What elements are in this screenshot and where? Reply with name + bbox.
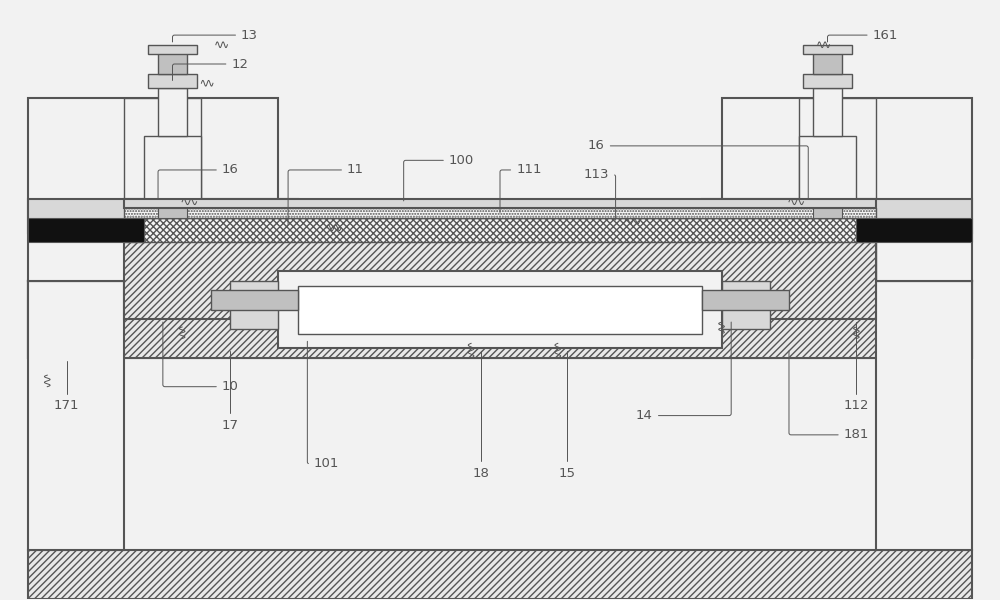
Text: 161: 161 [828, 29, 898, 42]
Bar [799, 98, 876, 281]
Text: 181: 181 [789, 351, 869, 442]
Text: 17: 17 [222, 351, 239, 432]
Bar [158, 203, 187, 218]
Text: 12: 12 [172, 58, 248, 80]
Bar [856, 218, 972, 242]
Bar [803, 74, 852, 88]
Bar [148, 74, 197, 88]
Text: 100: 100 [404, 154, 474, 201]
Bar [28, 281, 972, 358]
Bar [158, 88, 187, 136]
Bar [28, 218, 144, 242]
Bar [722, 281, 770, 329]
Bar [28, 98, 278, 281]
Bar [813, 50, 842, 74]
Bar [813, 88, 842, 136]
Text: 111: 111 [500, 163, 542, 212]
Text: 18: 18 [472, 351, 489, 480]
Text: 15: 15 [559, 351, 576, 480]
Bar [124, 98, 201, 281]
Bar [813, 203, 842, 218]
Bar [230, 281, 278, 329]
Bar [124, 233, 876, 319]
Bar [124, 199, 876, 208]
Text: 16: 16 [588, 139, 808, 199]
Bar [28, 550, 972, 599]
Text: 112: 112 [844, 322, 869, 412]
Bar [799, 136, 856, 203]
Bar [28, 281, 972, 358]
Bar [124, 218, 876, 242]
Bar [28, 281, 124, 550]
Text: 11: 11 [288, 163, 364, 225]
Bar [158, 50, 187, 74]
Bar [702, 199, 972, 233]
Text: 14: 14 [636, 322, 731, 422]
Bar [803, 45, 852, 55]
Text: 113: 113 [584, 168, 616, 220]
Text: 171: 171 [54, 361, 79, 412]
Bar [298, 286, 702, 334]
Bar [211, 290, 298, 310]
Text: 10: 10 [163, 322, 239, 393]
Bar [722, 98, 972, 281]
Bar [28, 199, 298, 233]
Text: 13: 13 [172, 29, 258, 42]
Text: 101: 101 [307, 341, 339, 470]
Bar [702, 290, 789, 310]
Text: 16: 16 [158, 163, 239, 199]
Bar [144, 136, 201, 203]
Bar [148, 45, 197, 55]
Bar [876, 281, 972, 550]
Bar [278, 271, 722, 348]
Bar [124, 208, 876, 218]
